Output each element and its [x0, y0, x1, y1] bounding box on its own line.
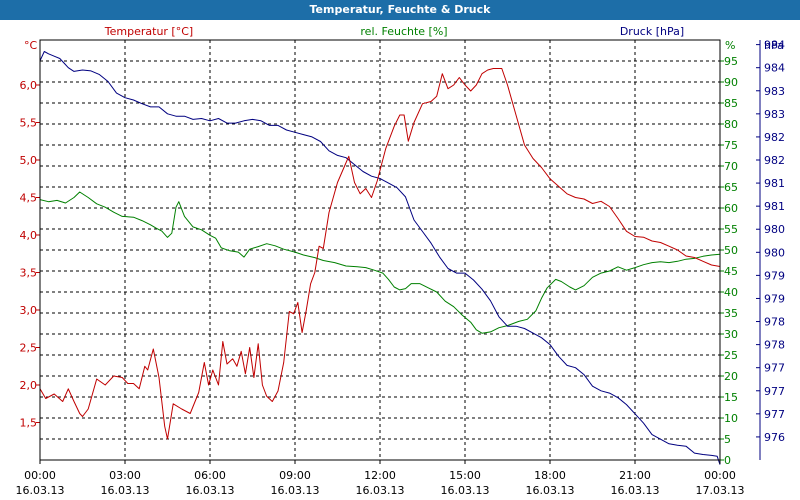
humidity-tick-label: 60 — [724, 202, 738, 215]
humidity-tick-label: 95 — [724, 55, 738, 68]
x-tick-time: 21:00 — [619, 469, 651, 482]
temperature-tick-label: 2,0 — [20, 379, 38, 392]
pressure-tick-label: 984 — [764, 39, 785, 52]
x-tick-date: 16.03.13 — [101, 484, 150, 497]
humidity-tick-label: 30 — [724, 328, 738, 341]
humidity-tick-label: 35 — [724, 307, 738, 320]
pressure-tick-label: 980 — [764, 223, 785, 236]
pressure-tick-label: 983 — [764, 108, 785, 121]
humidity-tick-label: 65 — [724, 181, 738, 194]
humidity-tick-label: 55 — [724, 223, 738, 236]
x-tick-date: 16.03.13 — [441, 484, 490, 497]
humidity-tick-label: 5 — [724, 433, 731, 446]
humidity-tick-label: 10 — [724, 412, 738, 425]
temperature-series-line — [39, 68, 721, 440]
temperature-tick-label: 3,5 — [20, 267, 38, 280]
humidity-tick-label: 20 — [724, 370, 738, 383]
temperature-tick-label: 1,5 — [20, 417, 38, 430]
pressure-tick-label: 977 — [764, 385, 785, 398]
temperature-tick-label: 5,5 — [20, 117, 38, 130]
humidity-tick-label: 15 — [724, 391, 738, 404]
x-tick-date: 16.03.13 — [611, 484, 660, 497]
pressure-unit: hPa — [764, 39, 784, 52]
x-tick-time: 15:00 — [449, 469, 481, 482]
chart-title: Temperatur, Feuchte & Druck — [0, 0, 800, 20]
temperature-axis-label: Temperatur [°C] — [104, 25, 193, 38]
temperature-tick-label: 4,5 — [20, 192, 38, 205]
x-tick-time: 09:00 — [279, 469, 311, 482]
temperature-unit: °C — [24, 39, 38, 52]
humidity-tick-label: 75 — [724, 139, 738, 152]
x-tick-time: 18:00 — [534, 469, 566, 482]
x-tick-date: 16.03.13 — [186, 484, 235, 497]
pressure-tick-label: 984 — [764, 62, 785, 75]
temperature-tick-label: 5,0 — [20, 154, 38, 167]
humidity-tick-label: 40 — [724, 286, 738, 299]
x-tick-date: 16.03.13 — [16, 484, 65, 497]
x-tick-time: 03:00 — [109, 469, 141, 482]
humidity-axis-label: rel. Feuchte [%] — [360, 25, 447, 38]
pressure-tick-label: 982 — [764, 154, 785, 167]
x-tick-time: 06:00 — [194, 469, 226, 482]
temperature-tick-label: 6,0 — [20, 79, 38, 92]
humidity-tick-label: 45 — [724, 265, 738, 278]
temperature-tick-label: 4,0 — [20, 229, 38, 242]
pressure-tick-label: 979 — [764, 292, 785, 305]
pressure-tick-label: 976 — [764, 431, 785, 444]
x-tick-time: 12:00 — [364, 469, 396, 482]
x-tick-date: 16.03.13 — [271, 484, 320, 497]
humidity-tick-label: 70 — [724, 160, 738, 173]
x-tick-time: 00:00 — [704, 469, 736, 482]
humidity-tick-label: 80 — [724, 118, 738, 131]
pressure-tick-label: 978 — [764, 316, 785, 329]
pressure-tick-label: 981 — [764, 177, 785, 190]
temperature-tick-label: 2,5 — [20, 342, 38, 355]
plot-frame-outline — [39, 39, 721, 461]
humidity-tick-label: 50 — [724, 244, 738, 257]
humidity-series-line — [39, 191, 721, 334]
humidity-tick-label: 0 — [724, 454, 731, 467]
pressure-axis-label: Druck [hPa] — [620, 25, 684, 38]
pressure-tick-label: 977 — [764, 362, 785, 375]
humidity-tick-label: 25 — [724, 349, 738, 362]
pressure-tick-label: 983 — [764, 85, 785, 98]
pressure-tick-label: 978 — [764, 339, 785, 352]
pressure-tick-label: 980 — [764, 246, 785, 259]
x-tick-date: 17.03.13 — [696, 484, 745, 497]
pressure-series-line — [39, 51, 721, 465]
humidity-unit: % — [725, 39, 735, 52]
x-tick-date: 16.03.13 — [526, 484, 575, 497]
pressure-tick-label: 982 — [764, 131, 785, 144]
x-tick-date: 16.03.13 — [356, 484, 405, 497]
humidity-tick-label: 85 — [724, 97, 738, 110]
pressure-tick-label: 977 — [764, 408, 785, 421]
x-tick-time: 00:00 — [24, 469, 56, 482]
pressure-tick-label: 981 — [764, 200, 785, 213]
humidity-tick-label: 90 — [724, 76, 738, 89]
temperature-tick-label: 3,0 — [20, 304, 38, 317]
pressure-tick-label: 979 — [764, 269, 785, 282]
